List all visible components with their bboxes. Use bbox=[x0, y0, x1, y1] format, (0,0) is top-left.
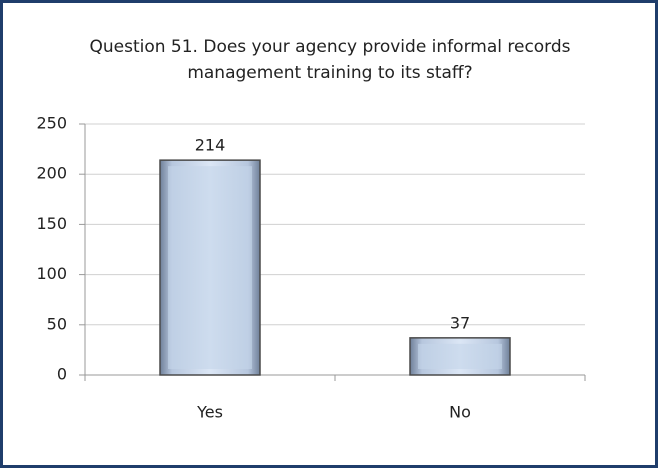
data-label: 37 bbox=[450, 313, 470, 332]
bar-face bbox=[418, 343, 502, 369]
y-tick-label: 250 bbox=[36, 114, 67, 133]
y-tick-label: 200 bbox=[36, 164, 67, 183]
data-label: 214 bbox=[195, 136, 226, 155]
y-tick-label: 150 bbox=[36, 214, 67, 233]
x-tick-label: Yes bbox=[196, 403, 223, 422]
x-tick-label: No bbox=[449, 403, 471, 422]
y-tick-label: 100 bbox=[36, 264, 67, 283]
bar-face bbox=[168, 166, 252, 369]
y-tick-label: 0 bbox=[57, 365, 67, 384]
y-tick-label: 50 bbox=[47, 314, 67, 333]
chart-title: Question 51. Does your agency provide in… bbox=[89, 37, 571, 83]
